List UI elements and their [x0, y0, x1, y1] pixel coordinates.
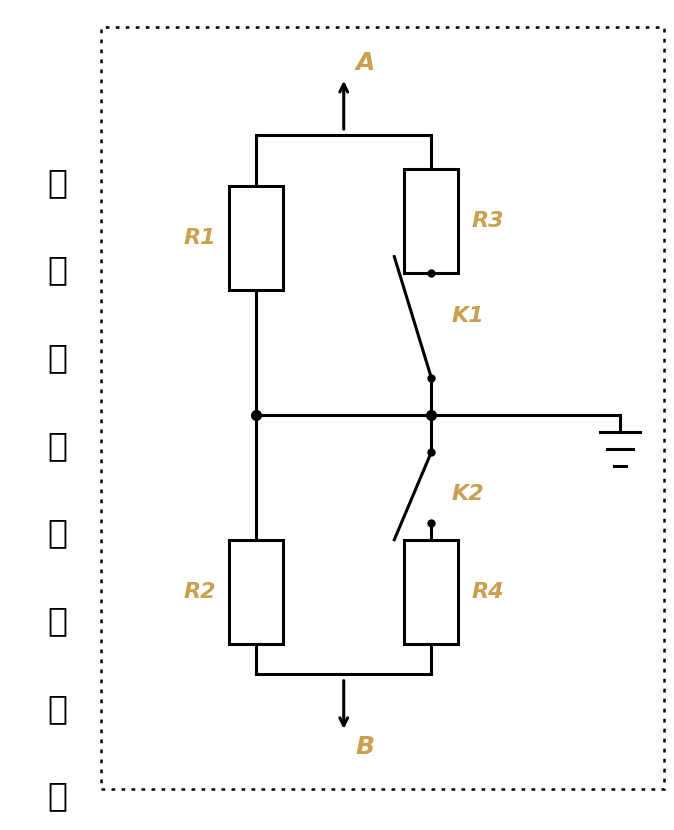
Bar — [229, 540, 283, 644]
Text: B: B — [356, 735, 375, 759]
Text: R4: R4 — [472, 582, 504, 602]
Text: K2: K2 — [452, 484, 485, 504]
Text: 电: 电 — [47, 691, 67, 725]
Bar — [404, 540, 458, 644]
Text: A: A — [356, 51, 375, 75]
Text: 桥: 桥 — [47, 166, 67, 199]
Text: R3: R3 — [472, 211, 504, 232]
Text: 阱: 阱 — [47, 429, 67, 461]
Text: 制: 制 — [47, 604, 67, 637]
Bar — [101, 27, 664, 789]
Text: R2: R2 — [183, 582, 216, 602]
Bar — [404, 169, 458, 273]
Text: 型: 型 — [47, 254, 67, 286]
Bar — [229, 186, 283, 290]
Text: 控: 控 — [47, 516, 67, 549]
Text: 路: 路 — [47, 779, 67, 813]
Text: 电: 电 — [47, 341, 67, 374]
Text: K1: K1 — [452, 305, 485, 325]
Text: R1: R1 — [183, 228, 216, 248]
